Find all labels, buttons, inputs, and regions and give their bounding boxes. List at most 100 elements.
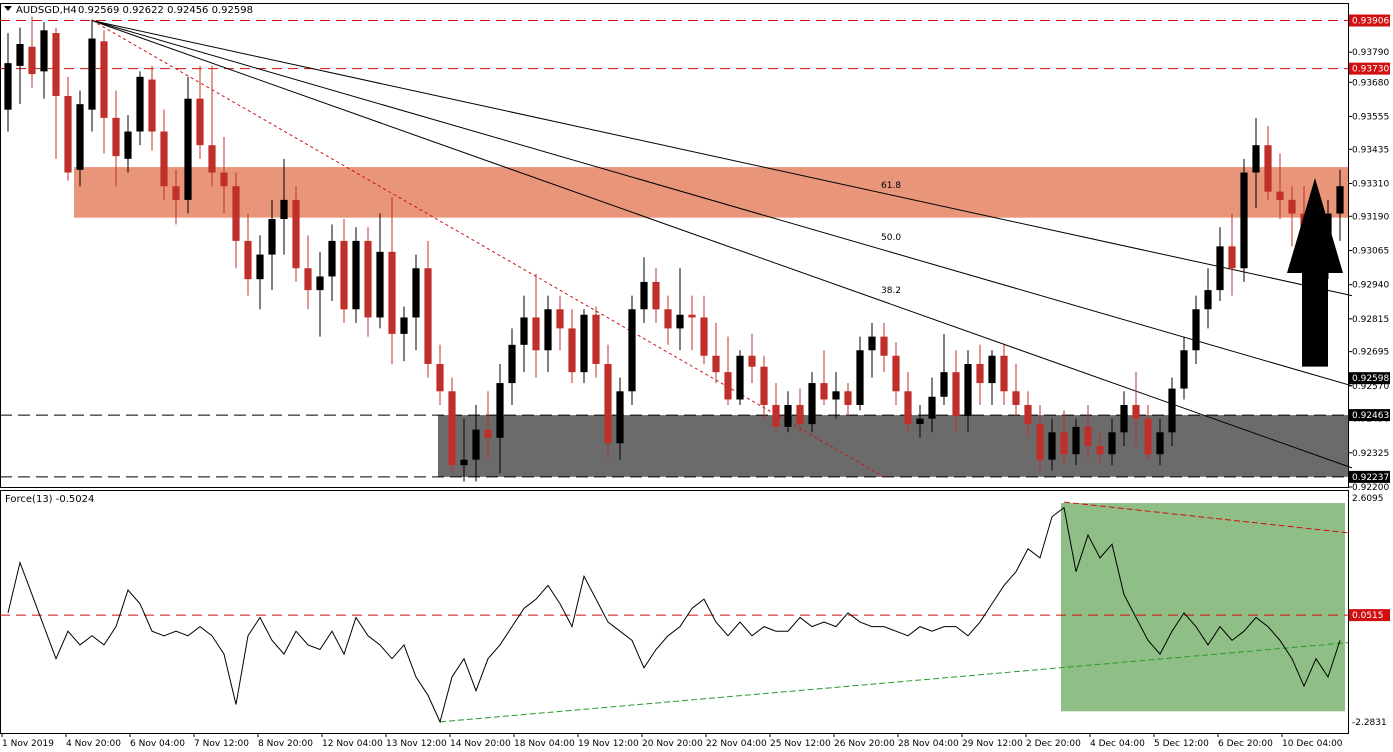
candle-body <box>1048 432 1056 460</box>
candle-body <box>316 276 324 291</box>
candle-body <box>64 95 72 173</box>
candle-body <box>496 383 504 438</box>
candle-body <box>448 391 456 466</box>
candle-body <box>400 317 408 334</box>
time-axis-label: 6 Nov 04:00 <box>130 739 185 749</box>
candle-body <box>136 76 144 132</box>
candle-body <box>712 355 720 373</box>
candle-body <box>484 429 492 438</box>
candle-body <box>1108 432 1116 455</box>
time-axis-label: 10 Dec 04:00 <box>1282 739 1343 749</box>
candle-body <box>508 344 516 384</box>
candle-body <box>1204 290 1212 310</box>
price-tag-label: 0.92237 <box>1352 473 1389 483</box>
candle-body <box>304 268 312 291</box>
candle-body <box>784 404 792 427</box>
candle-body <box>40 30 48 72</box>
price-axis-label: 0.93190 <box>1352 212 1389 222</box>
candle-body <box>1252 145 1260 173</box>
candle-body <box>1288 199 1296 214</box>
candle-body <box>436 363 444 392</box>
price-axis-label: 0.92570 <box>1352 382 1389 392</box>
indicator-axis-label: -2.2831 <box>1352 718 1387 728</box>
candle-body <box>460 459 468 466</box>
candle-body <box>1060 432 1068 455</box>
candle-body <box>1336 186 1344 214</box>
candle-body <box>520 317 528 345</box>
indicator-level-tag: 0.0515 <box>1352 611 1384 621</box>
candle-body <box>412 268 420 318</box>
candle-body <box>532 317 540 351</box>
candle-body <box>1132 404 1140 419</box>
candle-body <box>244 240 252 280</box>
candle-body <box>748 355 756 367</box>
candle-body <box>1276 191 1284 200</box>
support-zone <box>438 415 1348 477</box>
candle-body <box>688 314 696 318</box>
price-tag-box <box>1349 409 1390 422</box>
fib-fan-line-61-8 <box>91 20 1353 297</box>
candle-body <box>772 404 780 427</box>
price-tag-box <box>1349 470 1390 483</box>
up-arrow-icon <box>1287 178 1343 367</box>
candle-body <box>160 131 168 187</box>
time-axis: 1 Nov 2019 4 Nov 20:00 6 Nov 04:00 7 Nov 12… <box>1 733 1343 749</box>
fib-fan-label: 38.2 <box>881 286 901 296</box>
candle-body <box>796 404 804 425</box>
price-axis-label: 0.92200 <box>1352 483 1389 493</box>
chart-symbol-label: AUDSGD,H4 <box>16 5 77 16</box>
candle-body <box>1264 145 1272 192</box>
time-axis-label: 20 Nov 20:00 <box>642 739 703 749</box>
candle-body <box>676 314 684 329</box>
candle-body <box>736 355 744 400</box>
candle-body <box>880 336 888 356</box>
candle-body <box>364 240 372 318</box>
price-tag-box <box>1349 372 1390 385</box>
candle-body <box>1072 426 1080 455</box>
candle-body <box>100 41 108 118</box>
indicator-zone <box>1061 503 1345 712</box>
candle-body <box>256 254 264 280</box>
price-pane-frame <box>0 3 1349 488</box>
candle-body <box>580 314 588 373</box>
indicator-axis-label: 2.6095 <box>1352 494 1384 504</box>
price-tag-label: 0.93906 <box>1352 17 1389 27</box>
price-axis-label: 0.93680 <box>1352 78 1389 88</box>
resistance-zone <box>74 167 1348 218</box>
candle-body <box>568 328 576 373</box>
time-axis-label: 8 Nov 20:00 <box>258 739 313 749</box>
candle-body <box>976 363 984 384</box>
force-indicator-pane: 2.6095 0.0515 -2.2831 <box>0 490 1390 734</box>
candle-body <box>1144 418 1152 455</box>
candle-body <box>556 309 564 329</box>
candle-body <box>1180 350 1188 389</box>
candle-body <box>124 131 132 159</box>
candle-body <box>628 309 636 392</box>
candle-body <box>1240 172 1248 269</box>
candle-body <box>892 355 900 392</box>
collapse-triangle-icon[interactable] <box>4 6 12 11</box>
price-axis-label: 0.92325 <box>1352 449 1389 459</box>
time-axis-label: 19 Nov 12:00 <box>578 739 639 749</box>
time-axis-label: 25 Nov 12:00 <box>770 739 831 749</box>
candle-body <box>844 391 852 405</box>
candle-body <box>616 391 624 444</box>
candle-body <box>700 317 708 356</box>
price-tag-box <box>1349 14 1390 27</box>
price-tag-label: 0.92463 <box>1352 411 1389 421</box>
candle-body <box>1000 355 1008 392</box>
indicator-red-trendline <box>1063 501 1349 534</box>
candle-body <box>1120 404 1128 433</box>
candle-body <box>388 251 396 334</box>
time-axis-label: 5 Dec 12:00 <box>1154 739 1209 749</box>
time-axis-label: 14 Nov 20:00 <box>450 739 511 749</box>
candle-body <box>424 268 432 364</box>
candle-body <box>856 350 864 405</box>
indicator-pane-frame <box>0 490 1349 734</box>
indicator-title: Force(13) -0.5024 <box>5 494 94 505</box>
fib-fan-label: 50.0 <box>881 233 901 243</box>
candle-body <box>208 145 216 173</box>
candle-body <box>76 104 84 170</box>
price-axis-label: 0.92940 <box>1352 281 1389 291</box>
time-axis-label: 2 Dec 20:00 <box>1026 739 1081 749</box>
